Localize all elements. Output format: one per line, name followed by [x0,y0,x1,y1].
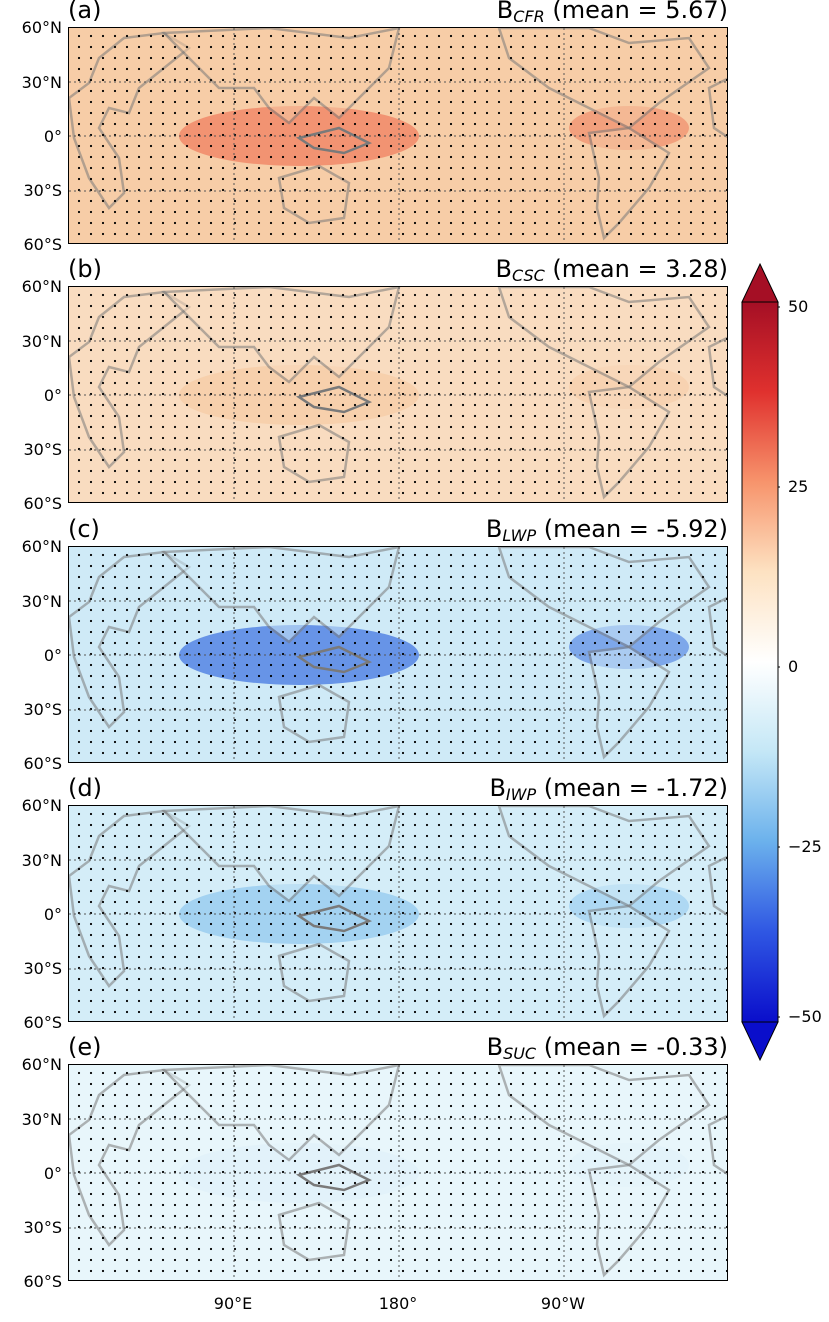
significance-stipple [77,1071,727,1273]
graticule [69,287,727,502]
lat-label: 60°S [23,754,62,773]
colorbar-top-arrow [741,262,779,303]
lat-label: 60°N [21,18,62,37]
lat-label: 30°N [21,332,62,351]
map-plot [68,27,728,244]
map-plot [68,286,728,503]
significance-stipple [77,34,727,236]
lat-label: 60°S [23,235,62,254]
panel-letter: (a) [68,0,102,24]
panel-title: BSUC (mean = -0.33) [486,1033,728,1063]
panel-letter: (d) [68,774,102,802]
colorbar-bottom-arrow [741,1021,779,1062]
graticule [69,28,727,243]
lat-label: 30°S [23,1218,62,1237]
lon-label-90e: 90°E [213,1294,253,1313]
graticule [69,806,727,1021]
colorbar-bar [741,262,780,1062]
panel-letter: (b) [68,255,102,283]
map-plot [68,546,728,763]
graticule [69,547,727,762]
lat-label: 0° [43,646,62,665]
lat-label: 0° [43,1164,62,1183]
colorbar-tick-50: 50 [788,297,809,316]
colorbar-gradient [741,301,779,1023]
lat-label: 30°S [23,440,62,459]
lat-label: 30°S [23,700,62,719]
map-plot [68,805,728,1022]
lat-label: 30°N [21,1110,62,1129]
panel-letter: (e) [68,1033,102,1061]
lat-label: 30°N [21,73,62,92]
lat-label: 0° [43,386,62,405]
colorbar-tick-minus50: −50 [788,1007,822,1026]
lat-label: 60°N [21,537,62,556]
colorbar-tick-25: 25 [788,477,809,496]
panel-title: BLWP (mean = -5.92) [485,515,728,545]
lon-label-90w: 90°W [540,1294,586,1313]
panel-title: BIWP (mean = -1.72) [489,774,728,804]
lat-label: 60°N [21,796,62,815]
lat-label: 30°S [23,959,62,978]
lon-label-180: 180° [378,1294,418,1313]
map-plot [68,1064,728,1281]
graticule [69,1065,727,1280]
significance-stipple [77,812,727,1014]
colorbar-tick-0: 0 [788,657,799,676]
lat-label: 30°S [23,181,62,200]
lat-label: 30°N [21,592,62,611]
panel-letter: (c) [68,515,100,543]
lat-label: 0° [43,905,62,924]
colorbar-tick-minus25: −25 [788,837,822,856]
panel-title: BCFR (mean = 5.67) [496,0,728,26]
lat-label: 60°S [23,494,62,513]
significance-stipple [77,293,727,495]
lat-label: 30°N [21,851,62,870]
lat-label: 60°N [21,1055,62,1074]
significance-stipple [77,553,727,755]
lat-label: 60°N [21,277,62,296]
panel-title: BCSC (mean = 3.28) [495,255,729,285]
colorbar: 50 25 0 −25 −50 [740,262,829,1062]
lat-label: 60°S [23,1013,62,1032]
lat-label: 0° [43,127,62,146]
lat-label: 60°S [23,1272,62,1291]
